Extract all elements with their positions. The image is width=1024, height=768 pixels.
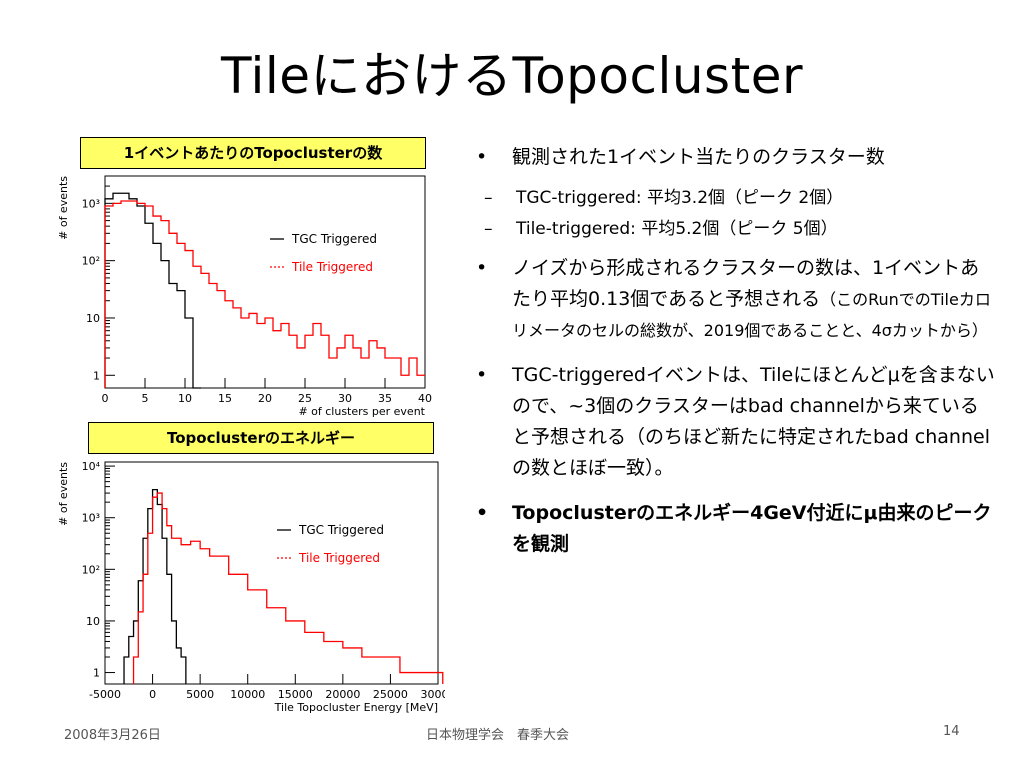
dash-icon: – <box>484 219 493 239</box>
x-tick-label: 30000 <box>421 688 446 701</box>
y-tick-label: 10² <box>82 255 100 268</box>
x-tick-label: 10000 <box>230 688 265 701</box>
y-tick-label: 10⁴ <box>82 460 101 473</box>
x-tick-label: -5000 <box>89 688 121 701</box>
x-tick-label: 30 <box>338 392 352 405</box>
y-tick-label: 10³ <box>82 512 100 525</box>
x-tick-label: 25000 <box>373 688 408 701</box>
x-tick-label: 20000 <box>325 688 360 701</box>
y-axis-title: # of events <box>57 462 70 526</box>
bullet-dot: • <box>476 502 489 524</box>
x-tick-label: 15000 <box>278 688 313 701</box>
bullet-cluster-count: • 観測された1イベント当たりのクラスター数 <box>476 142 996 173</box>
plot2-histogram: 1 10 10² 10³ 10⁴ -5000 0 5000 10000 15000 20000 250… <box>55 456 445 718</box>
sub-bullet-tile: – Tile-triggered: 平均5.2個（ピーク 5個） <box>484 214 996 245</box>
x-tick-label: 40 <box>418 392 432 405</box>
x-axis-title: # of clusters per event <box>298 405 425 418</box>
y-tick-label: 10² <box>82 563 100 576</box>
series-tile-triggered <box>104 200 425 388</box>
x-tick-label: 5 <box>142 392 149 405</box>
plot2-label-box: Topoclusterのエネルギー <box>88 422 434 454</box>
bullet-dot: • <box>476 146 488 168</box>
slide-title: TileにおけるTopocluster <box>220 47 804 105</box>
footer-date: 2008年3月26日 <box>64 728 161 743</box>
bullet-tgc-badchannel: • TGC-triggeredイベントは、Tileにほとんどμを含まないので、~… <box>476 360 996 484</box>
legend-tgc-label: TGC Triggered <box>291 232 377 246</box>
y-tick-label: 10 <box>86 615 100 628</box>
y-tick-label: 1 <box>93 369 100 382</box>
x-tick-label: 10 <box>178 392 192 405</box>
bullet-dot: • <box>476 364 488 386</box>
x-axis-title: Tile Topocluster Energy [MeV] <box>274 701 438 714</box>
x-tick-label: 20 <box>258 392 272 405</box>
bullet-list: • 観測された1イベント当たりのクラスター数 – TGC-triggered: … <box>476 142 996 574</box>
x-tick-label: 0 <box>149 688 156 701</box>
y-tick-label: 10³ <box>82 197 100 210</box>
legend-tgc-label: TGC Triggered <box>298 523 384 537</box>
page-number: 14 <box>943 724 960 739</box>
y-tick-label: 10 <box>86 312 100 325</box>
x-tick-label: 35 <box>378 392 392 405</box>
plot1-label-box: 1イベントあたりのTopoclusterの数 <box>80 137 426 169</box>
legend-tile-label: Tile Triggered <box>291 260 373 274</box>
y-tick-label: 1 <box>93 667 100 680</box>
footer-event: 日本物理学会 春季大会 <box>426 728 570 743</box>
x-tick-label: 5000 <box>186 688 214 701</box>
bullet-noise: • ノイズから形成されるクラスターの数は、1イベントあたり平均0.13個であると… <box>476 253 996 346</box>
bullet-energy-peak: • Topoclusterのエネルギー4GeV付近にμ由来のピークを観測 <box>476 498 996 560</box>
plot-frame <box>104 461 439 685</box>
sub-bullet-tgc: – TGC-triggered: 平均3.2個（ピーク 2個） <box>484 183 996 214</box>
y-axis-title: # of events <box>57 176 70 240</box>
dash-icon: – <box>484 188 493 208</box>
x-tick-label: 0 <box>102 392 109 405</box>
series-tgc-triggered <box>104 192 201 389</box>
x-tick-label: 25 <box>298 392 312 405</box>
legend-tile-label: Tile Triggered <box>298 551 380 565</box>
plot1-histogram: 1 10 10² 10³ 0 5 10 15 20 25 30 35 40# of clusters p… <box>55 170 435 420</box>
x-tick-label: 15 <box>218 392 232 405</box>
bullet-dot: • <box>476 257 488 279</box>
series-tile-triggered <box>132 492 444 684</box>
series-tgc-triggered <box>123 488 187 684</box>
